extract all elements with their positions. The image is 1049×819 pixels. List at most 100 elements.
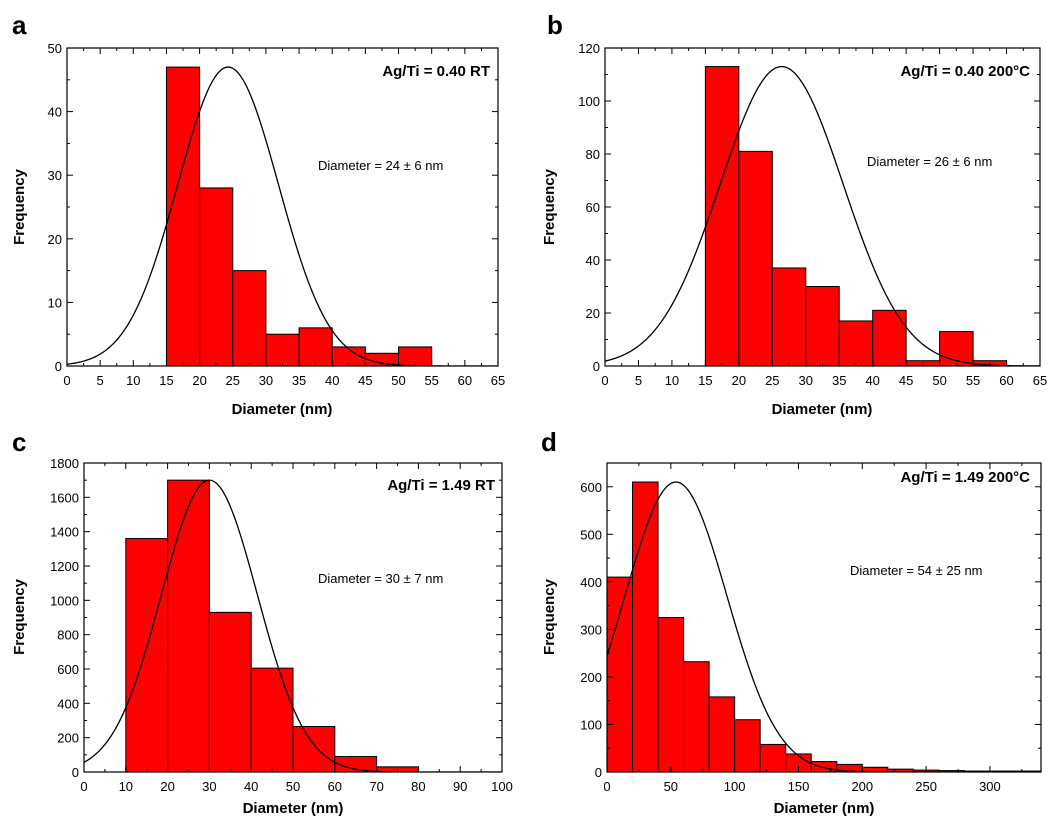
gaussian-fit-curve bbox=[605, 65, 1040, 366]
y-tick-label: 300 bbox=[580, 622, 602, 637]
y-tick-label: 200 bbox=[580, 670, 602, 685]
histogram-bar bbox=[165, 66, 201, 367]
histogram-bar bbox=[738, 150, 773, 367]
x-tick-label: 35 bbox=[832, 373, 846, 388]
diameter-annotation: Diameter = 30 ± 7 nm bbox=[318, 571, 443, 586]
x-tick-label: 50 bbox=[286, 779, 300, 794]
y-tick-label: 20 bbox=[48, 232, 62, 247]
y-tick-label: 1800 bbox=[50, 456, 79, 471]
x-tick-label: 50 bbox=[932, 373, 946, 388]
histogram-bar bbox=[199, 187, 234, 367]
histogram-bar bbox=[805, 286, 840, 367]
y-tick-label: 60 bbox=[586, 200, 600, 215]
y-tick-label: 400 bbox=[580, 575, 602, 590]
y-tick-label: 1000 bbox=[50, 593, 79, 608]
panel-c: 0 10 20 30 40 50 60 70 80 90 100020040060080010001… bbox=[11, 427, 513, 817]
histogram-bar bbox=[704, 66, 740, 367]
histogram-bar bbox=[125, 538, 169, 773]
x-tick-label: 20 bbox=[192, 373, 206, 388]
y-tick-label: 0 bbox=[72, 765, 79, 780]
x-tick-label: 15 bbox=[159, 373, 173, 388]
x-tick-label: 10 bbox=[119, 779, 133, 794]
x-axis-label: Diameter (nm) bbox=[772, 401, 873, 418]
x-tick-label: 25 bbox=[765, 373, 779, 388]
x-tick-label: 40 bbox=[325, 373, 339, 388]
x-tick-label: 40 bbox=[244, 779, 258, 794]
y-tick-label: 1400 bbox=[50, 525, 79, 540]
histogram-bar bbox=[292, 726, 336, 773]
histogram-bar bbox=[771, 267, 807, 367]
y-tick-label: 1200 bbox=[50, 559, 79, 574]
x-tick-label: 60 bbox=[458, 373, 472, 388]
x-tick-label: 90 bbox=[453, 779, 467, 794]
panel-title: Ag/Ti = 0.40 RT bbox=[382, 63, 490, 80]
x-tick-label: 5 bbox=[97, 373, 104, 388]
x-axis-label: Diameter (nm) bbox=[243, 800, 344, 817]
x-tick-label: 60 bbox=[328, 779, 342, 794]
panel-title: Ag/Ti = 1.49 RT bbox=[387, 477, 495, 494]
histogram-bar bbox=[232, 270, 267, 367]
x-tick-label: 5 bbox=[635, 373, 642, 388]
x-tick-label: 10 bbox=[665, 373, 679, 388]
x-tick-label: 65 bbox=[1033, 373, 1047, 388]
histogram-bar bbox=[632, 481, 659, 773]
x-tick-label: 30 bbox=[202, 779, 216, 794]
histogram-bar bbox=[657, 617, 685, 773]
x-tick-label: 0 bbox=[63, 373, 70, 388]
histogram-bar bbox=[810, 761, 838, 773]
x-tick-label: 55 bbox=[966, 373, 980, 388]
x-tick-label: 50 bbox=[391, 373, 405, 388]
x-tick-label: 0 bbox=[601, 373, 608, 388]
x-tick-label: 100 bbox=[724, 779, 746, 794]
x-axis-label: Diameter (nm) bbox=[774, 800, 875, 817]
x-tick-label: 70 bbox=[369, 779, 383, 794]
y-tick-label: 200 bbox=[57, 731, 79, 746]
x-axis-label: Diameter (nm) bbox=[232, 401, 333, 418]
panel-a: 0 5 10 15 20 25 30 35 40 45 50 55 60 65 0 10 20 30 40 50 Dia… bbox=[11, 10, 505, 418]
y-tick-label: 120 bbox=[578, 41, 600, 56]
x-tick-label: 0 bbox=[603, 779, 610, 794]
x-tick-label: 15 bbox=[698, 373, 712, 388]
y-tick-label: 100 bbox=[580, 717, 602, 732]
y-tick-label: 50 bbox=[48, 41, 62, 56]
histogram-bar bbox=[734, 719, 761, 773]
x-tick-label: 250 bbox=[915, 779, 937, 794]
y-tick-label: 800 bbox=[57, 628, 79, 643]
y-tick-label: 40 bbox=[48, 105, 62, 120]
panel-letter: a bbox=[12, 10, 27, 40]
x-tick-label: 80 bbox=[411, 779, 425, 794]
diameter-annotation: Diameter = 26 ± 6 nm bbox=[867, 154, 992, 169]
histogram-bar bbox=[265, 333, 300, 367]
diameter-annotation: Diameter = 54 ± 25 nm bbox=[850, 563, 983, 578]
y-tick-label: 1600 bbox=[50, 490, 79, 505]
panel-title: Ag/Ti = 1.49 200°C bbox=[900, 469, 1030, 486]
panel-b: 0 5 10 15 20 25 30 35 40 45 50 55 60 65 0 20 40 60 80 100 12… bbox=[541, 10, 1047, 418]
y-tick-label: 10 bbox=[48, 295, 62, 310]
y-axis-label: Frequency bbox=[11, 578, 28, 655]
x-tick-label: 60 bbox=[999, 373, 1013, 388]
histogram-bar bbox=[838, 320, 874, 367]
x-tick-label: 20 bbox=[160, 779, 174, 794]
x-tick-label: 25 bbox=[226, 373, 240, 388]
x-tick-label: 0 bbox=[80, 779, 87, 794]
x-tick-label: 100 bbox=[491, 779, 513, 794]
x-tick-label: 50 bbox=[664, 779, 678, 794]
histogram-bar bbox=[683, 661, 710, 773]
panel-d: 0 50 100 150 200 250 300 0 100 200 300 400 500 600 Dia… bbox=[541, 427, 1042, 817]
y-axis-label: Frequency bbox=[541, 578, 558, 655]
x-tick-label: 20 bbox=[732, 373, 746, 388]
histogram-bar bbox=[759, 743, 787, 773]
y-tick-label: 600 bbox=[57, 662, 79, 677]
y-tick-label: 100 bbox=[578, 94, 600, 109]
histogram-bar bbox=[250, 667, 294, 773]
gaussian-fit-curve bbox=[607, 481, 1041, 772]
y-tick-label: 40 bbox=[586, 253, 600, 268]
y-axis-label: Frequency bbox=[541, 168, 558, 245]
x-tick-label: 45 bbox=[899, 373, 913, 388]
panel-letter: c bbox=[12, 427, 26, 457]
y-tick-label: 500 bbox=[580, 527, 602, 542]
y-tick-label: 30 bbox=[48, 168, 62, 183]
x-tick-label: 30 bbox=[799, 373, 813, 388]
histogram-bar bbox=[872, 309, 907, 367]
histogram-bar bbox=[167, 479, 210, 773]
